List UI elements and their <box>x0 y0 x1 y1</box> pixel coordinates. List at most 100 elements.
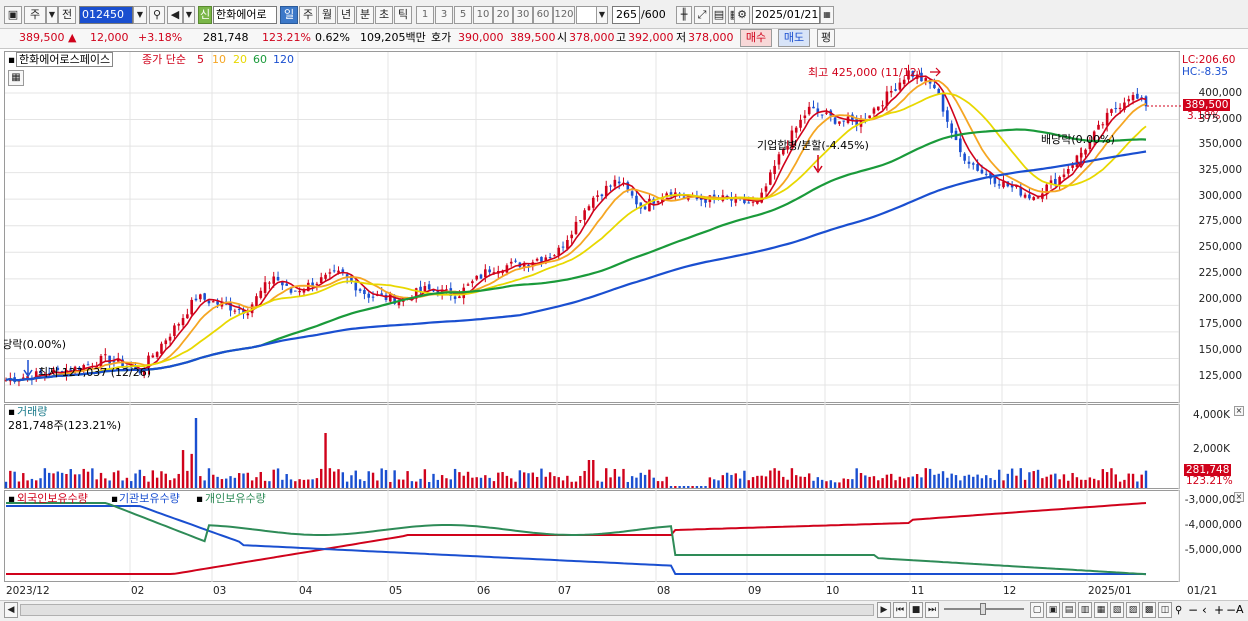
volume-bar <box>1075 477 1079 488</box>
scroll-left-icon[interactable]: ◀ <box>4 602 18 618</box>
volume-bar <box>592 460 595 488</box>
stock-name-field[interactable]: 한화에어로 <box>213 6 277 24</box>
candle-body <box>121 359 124 368</box>
candle-body <box>997 184 1001 186</box>
close-icon[interactable]: × <box>1234 406 1244 416</box>
volume-bar <box>419 478 422 488</box>
search-icon[interactable]: ⚲ <box>149 6 165 24</box>
candle-body <box>1066 168 1070 174</box>
scroll-right-icon[interactable]: ▶ <box>877 602 891 618</box>
tab-weekly[interactable]: 주 <box>299 6 317 24</box>
annotation-low: 최저 127,037 (12/26) <box>38 366 152 379</box>
stock-title: 한화에어로스페이스 <box>16 52 114 67</box>
minus-icon[interactable]: − <box>1226 603 1237 617</box>
volume-bar <box>415 481 418 488</box>
window-icon[interactable]: ▣ <box>1046 602 1060 618</box>
legend-foreign: 외국인보유수량 <box>17 492 88 505</box>
bar-count-total: /600 <box>641 8 666 21</box>
window-icon[interactable]: ▢ <box>1030 602 1044 618</box>
candle-body <box>1071 165 1074 168</box>
window-icon[interactable]: ▧ <box>1110 602 1124 618</box>
volume-bar <box>453 468 457 488</box>
stop-icon[interactable]: ■ <box>909 602 923 618</box>
candle-body <box>591 197 595 208</box>
buy-button[interactable]: 매수 <box>740 29 772 47</box>
prev-button[interactable]: 전 <box>58 6 76 24</box>
candle-body <box>82 365 86 370</box>
interval-10[interactable]: 10 <box>473 6 493 24</box>
volume-bar <box>337 469 340 488</box>
volume-bar <box>674 486 677 488</box>
tab-daily[interactable]: 일 <box>280 6 298 24</box>
last-icon[interactable]: ⏭ <box>925 602 939 618</box>
x-tick: 02 <box>131 585 145 597</box>
first-icon[interactable]: ⏮ <box>893 602 907 618</box>
window-icon[interactable]: ▤ <box>1062 602 1076 618</box>
date-input[interactable]: 2025/01/21 <box>752 6 820 24</box>
window-icon[interactable]: ▩ <box>1142 602 1156 618</box>
volume-bar <box>695 486 699 488</box>
candle-body <box>712 194 716 198</box>
candle-icon[interactable]: ╫ <box>676 6 692 24</box>
gear-icon[interactable]: ⚙ <box>734 6 750 24</box>
eval-button[interactable]: 평 <box>817 29 835 47</box>
crosshair-icon[interactable]: ⤢ <box>694 6 710 24</box>
volume-bar <box>959 480 962 488</box>
tab-monthly[interactable]: 월 <box>318 6 336 24</box>
interval-1[interactable]: 1 <box>416 6 434 24</box>
interval-5[interactable]: 5 <box>454 6 472 24</box>
window-icon[interactable]: ▥ <box>1078 602 1092 618</box>
candle-body <box>363 290 366 295</box>
volume-bar <box>1127 473 1130 488</box>
tab-tick[interactable]: 틱 <box>394 6 412 24</box>
bar-count-input[interactable]: 265 <box>612 6 640 24</box>
volume-bar <box>484 475 487 488</box>
window-icon[interactable]: ◫ <box>1158 602 1172 618</box>
window-icon[interactable]: ▦ <box>1094 602 1108 618</box>
interval-60[interactable]: 60 <box>533 6 553 24</box>
previous-icon[interactable]: ‹ <box>1202 603 1207 617</box>
horizontal-scrollbar[interactable] <box>20 604 874 616</box>
volume-bar <box>371 472 375 488</box>
interval-20[interactable]: 20 <box>493 6 513 24</box>
candle-body <box>570 234 573 239</box>
chevron-down-icon[interactable]: ▼ <box>46 6 58 24</box>
interval-120[interactable]: 120 <box>553 6 575 24</box>
tab-second[interactable]: 초 <box>375 6 393 24</box>
candle-body <box>116 358 120 362</box>
sell-button[interactable]: 매도 <box>778 29 810 47</box>
stock-code-input[interactable]: 012450 <box>79 6 133 24</box>
close-icon[interactable]: × <box>1234 492 1244 502</box>
grid-icon[interactable]: ▦ <box>8 70 24 86</box>
candle-body <box>34 371 38 379</box>
volume-bar <box>807 473 811 488</box>
candle-body <box>112 361 116 363</box>
candle-body <box>993 177 997 184</box>
x-tick: 03 <box>213 585 227 597</box>
interval-3[interactable]: 3 <box>435 6 453 24</box>
candle-body <box>147 355 150 369</box>
tab-minute[interactable]: 분 <box>356 6 374 24</box>
tab-yearly[interactable]: 년 <box>337 6 355 24</box>
period-dropdown[interactable]: 주 <box>24 6 46 24</box>
font-size-icon[interactable]: A <box>1236 603 1244 616</box>
interval-30[interactable]: 30 <box>513 6 533 24</box>
y-tick: 225,000 <box>1198 267 1242 279</box>
zoom-out-icon[interactable]: − <box>1188 603 1199 617</box>
candle-body <box>587 206 591 210</box>
window-icon[interactable]: ▨ <box>1126 602 1140 618</box>
zoom-in-icon[interactable]: ⚲ <box>1175 605 1183 616</box>
chevron-down-icon[interactable]: ▼ <box>596 6 608 24</box>
volume-bar <box>173 478 176 488</box>
zoom-slider-handle[interactable] <box>980 603 986 615</box>
save-icon[interactable]: ▤ <box>712 6 726 24</box>
calendar-icon[interactable]: ▦ <box>820 6 834 24</box>
speaker-icon[interactable]: ◀ <box>167 6 183 24</box>
chevron-down-icon[interactable]: ▼ <box>183 6 195 24</box>
window-menu-icon[interactable]: ▣ <box>4 6 22 24</box>
volume-bar <box>311 479 314 488</box>
plus-icon[interactable]: + <box>1214 603 1225 617</box>
code-dropdown-icon[interactable]: ▼ <box>133 6 147 24</box>
volume-bar <box>281 479 284 488</box>
